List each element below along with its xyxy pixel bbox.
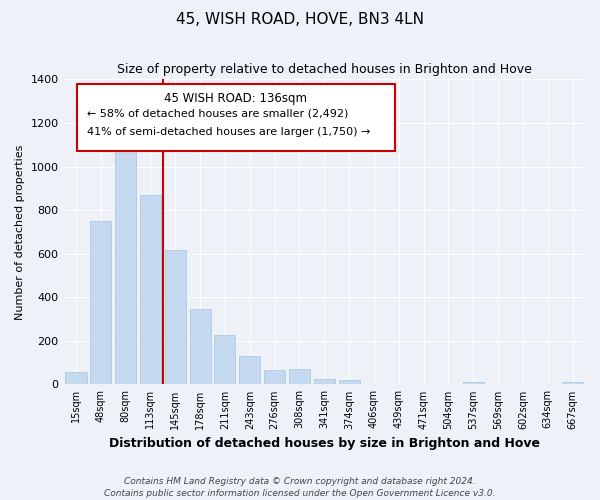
Y-axis label: Number of detached properties: Number of detached properties (15, 144, 25, 320)
Bar (165, 250, 186, 384)
Bar (239, 356, 260, 384)
Title: Size of property relative to detached houses in Brighton and Hove: Size of property relative to detached ho… (117, 62, 532, 76)
Bar (214, 335, 235, 384)
FancyBboxPatch shape (77, 84, 395, 151)
Text: ← 58% of detached houses are smaller (2,492): ← 58% of detached houses are smaller (2,… (87, 108, 349, 118)
Text: Contains HM Land Registry data © Crown copyright and database right 2024.
Contai: Contains HM Land Registry data © Crown c… (104, 476, 496, 498)
Text: 45 WISH ROAD: 136sqm: 45 WISH ROAD: 136sqm (164, 92, 307, 104)
Bar (562, 382, 583, 384)
Text: 41% of semi-detached houses are larger (1,750) →: 41% of semi-detached houses are larger (… (87, 126, 370, 136)
Bar (338, 380, 359, 384)
Bar (264, 370, 285, 384)
Text: 45, WISH ROAD, HOVE, BN3 4LN: 45, WISH ROAD, HOVE, BN3 4LN (176, 12, 424, 28)
Bar (289, 369, 310, 384)
Bar (90, 221, 112, 384)
Bar (140, 195, 161, 384)
Bar (314, 379, 335, 384)
Bar (190, 310, 211, 384)
Bar (65, 372, 86, 384)
Bar (115, 146, 136, 384)
Bar (463, 382, 484, 384)
X-axis label: Distribution of detached houses by size in Brighton and Hove: Distribution of detached houses by size … (109, 437, 540, 450)
